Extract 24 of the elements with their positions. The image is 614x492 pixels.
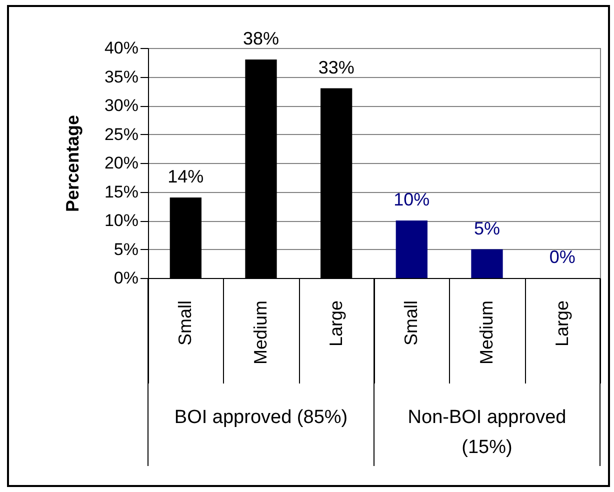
y-tick-label: 20% bbox=[104, 154, 138, 172]
y-tick-label: 25% bbox=[104, 124, 138, 144]
x-tick-label: Small bbox=[175, 300, 196, 346]
data-label: 10% bbox=[394, 190, 430, 210]
x-tick-label: Medium bbox=[476, 300, 496, 365]
y-tick-label: 0% bbox=[114, 268, 138, 288]
x-tick-label: Large bbox=[552, 300, 572, 347]
text: Non-BOI approved (15%) bbox=[408, 407, 566, 458]
y-tick-label: 15% bbox=[104, 182, 138, 202]
data-label: 5% bbox=[474, 218, 500, 238]
x-tick-label: Small bbox=[401, 300, 422, 346]
y-tick-label: 40% bbox=[104, 38, 138, 58]
y-tick-label: 5% bbox=[114, 240, 138, 259]
y-tick-label: 30% bbox=[104, 96, 138, 115]
y-axis-title: Percentage bbox=[62, 114, 82, 212]
y-tick-label: 10% bbox=[104, 211, 138, 230]
y-tick-label: 35% bbox=[104, 67, 138, 86]
data-label: 14% bbox=[168, 166, 204, 186]
data-label: 38% bbox=[242, 28, 280, 48]
data-label: 33% bbox=[318, 57, 354, 78]
text: BOI approved (85%) bbox=[174, 407, 348, 428]
data-label: 0% bbox=[549, 247, 576, 267]
x-tick-label: Large bbox=[326, 300, 346, 347]
x-tick-label: Medium bbox=[250, 300, 270, 365]
